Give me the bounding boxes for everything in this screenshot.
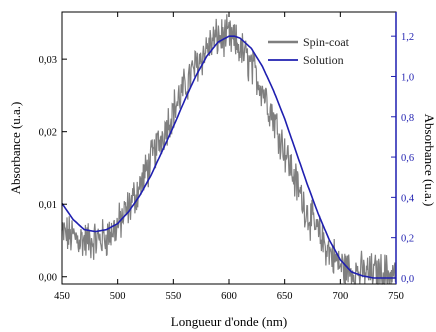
y-left-tick-label: 0,01 (39, 200, 57, 211)
x-tick-label: 450 (54, 291, 70, 302)
x-tick-label: 650 (277, 291, 293, 302)
ticks-layer: 450 500 550 600 650 700 750 0,00 0,01 0,02 0,03 0,0… (39, 12, 415, 302)
series-line-solution (61, 35, 396, 279)
x-axis-title: Longueur d'onde (nm) (171, 314, 287, 329)
y-right-tick-label: 0,4 (401, 193, 415, 204)
plot-frame (61, 11, 397, 285)
x-tick-label: 700 (332, 291, 348, 302)
series-line-spin-coat (61, 14, 397, 285)
x-tick-label: 750 (388, 291, 404, 302)
y-right-tick-label: 1,2 (401, 32, 414, 43)
y-right-tick-label: 0,0 (401, 274, 414, 285)
legend-label: Solution (303, 53, 344, 67)
y-left-tick-label: 0,00 (39, 273, 57, 284)
legend-label: Spin-coat (303, 35, 350, 49)
y-left-tick-label: 0,03 (39, 55, 57, 66)
legend: Spin-coat Solution (268, 35, 350, 67)
y-right-tick-label: 0,2 (401, 234, 414, 245)
y-left-axis-title: Absorbance (u.a.) (8, 102, 23, 195)
y-left-tick-label: 0,02 (39, 128, 57, 139)
x-tick-label: 600 (221, 291, 237, 302)
y-right-tick-label: 1,0 (401, 72, 414, 83)
x-tick-label: 500 (110, 291, 126, 302)
y-right-axis-title: Absorbance (u.a.) (422, 114, 436, 207)
series-layer (61, 14, 397, 285)
y-right-tick-label: 0,8 (401, 113, 414, 124)
x-tick-label: 550 (165, 291, 181, 302)
y-right-tick-label: 0,6 (401, 153, 414, 164)
